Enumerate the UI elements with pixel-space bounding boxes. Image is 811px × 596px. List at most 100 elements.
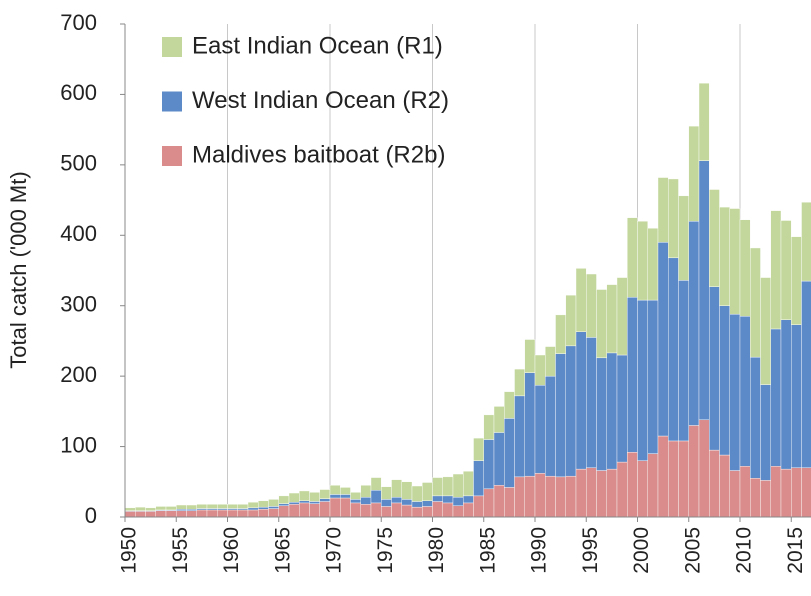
legend-label: West Indian Ocean (R2) (192, 87, 449, 114)
bar-segment (709, 449, 720, 518)
bar-segment (401, 504, 413, 518)
bar-segment (616, 354, 628, 463)
bar-segment (258, 509, 269, 518)
bar-segment (493, 485, 505, 518)
bar-segment (647, 453, 659, 518)
bar-segment (247, 502, 259, 509)
bar-segment (504, 391, 515, 419)
bar-segment (176, 510, 187, 518)
bar-segment (545, 475, 556, 518)
bar-segment (319, 501, 331, 518)
x-tick-label: 2010 (733, 527, 756, 574)
bar-segment (196, 509, 208, 518)
bar-segment (586, 467, 597, 518)
y-tick-label: 700 (60, 10, 97, 35)
bar-segment (247, 509, 259, 518)
bar-segment (688, 220, 700, 426)
x-tick-label: 1985 (476, 527, 499, 574)
bar-segment (370, 502, 382, 518)
bar-segment (770, 466, 782, 518)
bar-segment (760, 480, 771, 518)
bar-segment (258, 500, 269, 508)
bar-segment (165, 506, 177, 511)
bar-segment (493, 406, 505, 433)
bar-segment (422, 500, 433, 507)
bar-segment (514, 476, 525, 518)
bar-segment (258, 506, 269, 510)
bar-segment (422, 506, 433, 518)
bar-segment (227, 504, 238, 509)
bar-segment (217, 504, 228, 509)
bar-segment (534, 354, 546, 386)
bar-segment (350, 492, 361, 500)
bar-segment (760, 277, 771, 385)
bar-segment (729, 470, 741, 518)
bar-segment (288, 502, 300, 505)
bar-segment (719, 305, 730, 456)
bar-segment (196, 508, 208, 511)
bar-segment (411, 501, 423, 508)
bar-segment (555, 476, 566, 518)
bar-segment (504, 487, 515, 518)
bar-segment (770, 210, 782, 330)
bar-segment (504, 418, 515, 488)
bar-segment (657, 435, 669, 518)
bar-segment (483, 439, 495, 490)
x-tick-label: 2000 (630, 527, 653, 574)
bar-segment (514, 368, 525, 397)
bar-segment (555, 353, 566, 478)
bar-segment (473, 460, 484, 497)
bar-segment (432, 495, 443, 502)
bar-segment (719, 206, 730, 306)
bar-segment (586, 273, 597, 338)
bar-segment (381, 506, 392, 518)
bar-segment (678, 195, 689, 281)
x-tick-label: 1975 (374, 527, 397, 574)
bar-segment (616, 277, 628, 356)
bar-segment (401, 481, 413, 500)
bar-segment (698, 419, 710, 518)
bar-segment (801, 201, 811, 282)
bar-segment (524, 475, 536, 518)
x-tick-label: 1970 (323, 527, 346, 574)
bar-segment (729, 208, 741, 315)
bar-segment (791, 236, 802, 325)
bar-segment (299, 500, 310, 504)
bar-segment (432, 477, 443, 497)
bar-segment (760, 384, 771, 481)
bar-segment (545, 375, 556, 477)
bar-segment (381, 486, 392, 500)
bar-segment (729, 313, 741, 471)
bar-segment (534, 385, 546, 474)
x-tick-label: 1950 (118, 527, 141, 574)
bar-segment (688, 425, 700, 518)
bar-segment (606, 284, 618, 354)
bar-segment (627, 297, 638, 453)
x-tick-label: 2015 (784, 527, 807, 574)
bar-segment (268, 499, 279, 507)
x-tick-label: 1995 (579, 527, 602, 574)
bar-segment (452, 473, 464, 498)
bar-segment (411, 506, 423, 518)
bar-segment (391, 497, 402, 504)
bar-segment (780, 319, 792, 470)
bar-segment (606, 468, 618, 518)
bar-segment (135, 506, 146, 511)
bar-segment (801, 467, 811, 518)
bar-segment (186, 504, 197, 510)
bar-segment (668, 257, 679, 442)
bar-segment (329, 485, 341, 495)
bar-segment (678, 440, 689, 518)
bar-segment (637, 299, 648, 461)
x-tick-label: 1965 (271, 527, 294, 574)
bar-segment (606, 352, 618, 470)
bar-segment (432, 501, 443, 518)
bar-segment (750, 247, 761, 358)
bar-segment (463, 471, 474, 497)
bar-segment (319, 489, 331, 499)
bar-segment (647, 299, 659, 454)
bar-segment (739, 316, 751, 467)
bar-segment (780, 468, 792, 518)
bar-segment (247, 507, 259, 511)
